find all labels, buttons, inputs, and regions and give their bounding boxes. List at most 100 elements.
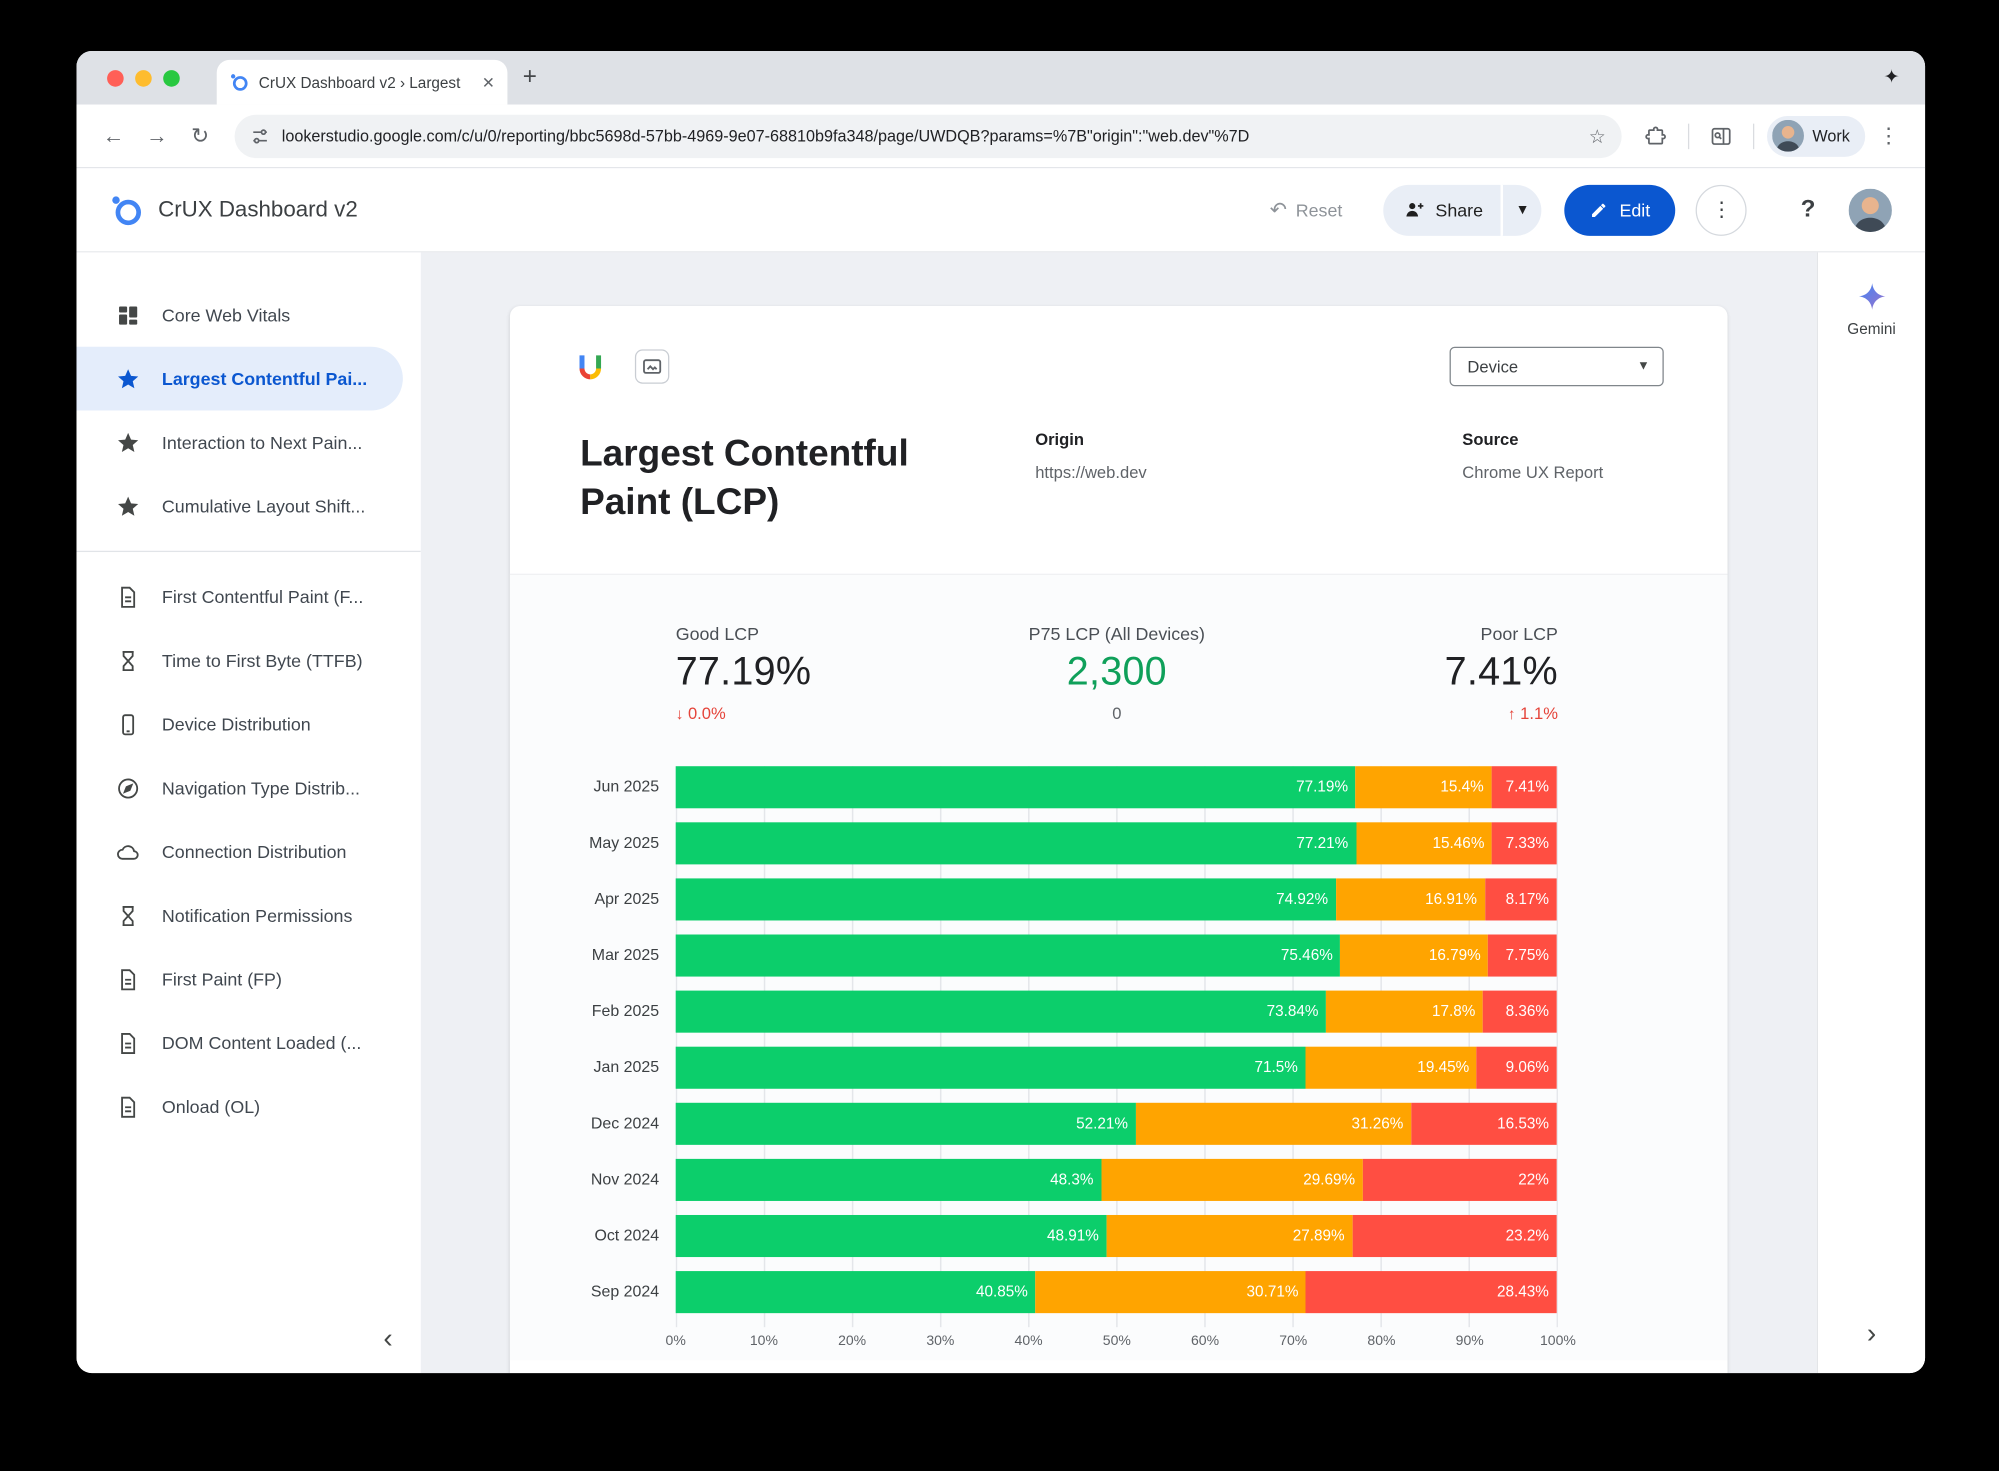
sidebar-item-cumulative-layout-shift[interactable]: Cumulative Layout Shift... — [76, 474, 420, 538]
collapse-sidebar-chevron[interactable]: ‹ — [383, 1322, 393, 1354]
bar-segment-poor[interactable]: 8.36% — [1482, 989, 1557, 1033]
y-axis-label: Sep 2024 — [590, 1281, 660, 1300]
sidebar-item-first-contentful-paint-f[interactable]: First Contentful Paint (F... — [76, 565, 420, 629]
new-tab-button[interactable]: + — [522, 63, 537, 91]
bar-segment-needs-improvement[interactable]: 19.45% — [1305, 1046, 1477, 1089]
sidebar-item-interaction-to-next-pain[interactable]: Interaction to Next Pain... — [76, 411, 420, 475]
bar-value-label: 7.75% — [1505, 946, 1549, 965]
bar-segment-good[interactable]: 77.21% — [675, 821, 1356, 865]
bar-segment-needs-improvement[interactable]: 29.69% — [1101, 1158, 1363, 1201]
chevron-down-icon: ▼ — [1637, 359, 1650, 374]
reload-button[interactable]: ↻ — [191, 123, 210, 148]
bar-segment-needs-improvement[interactable]: 16.91% — [1335, 877, 1485, 921]
scorecard-delta: 0 — [970, 703, 1264, 722]
bar-segment-poor[interactable]: 7.41% — [1491, 765, 1557, 809]
profile-label: Work — [1812, 126, 1850, 145]
delta-value: 0.0% — [687, 703, 726, 723]
device-filter-value: Device — [1467, 356, 1519, 377]
bar-segment-good[interactable]: 73.84% — [675, 989, 1327, 1033]
bar-segment-poor[interactable]: 28.43% — [1306, 1270, 1557, 1314]
site-settings-icon[interactable] — [250, 126, 270, 146]
sparkle-icon[interactable]: ✦ — [1883, 66, 1900, 88]
profile-chip[interactable]: Work — [1766, 115, 1866, 157]
bar-segment-needs-improvement[interactable]: 27.89% — [1106, 1214, 1353, 1258]
account-avatar[interactable] — [1848, 188, 1892, 232]
bar-segment-needs-improvement[interactable]: 16.79% — [1340, 933, 1489, 977]
share-dropdown-button[interactable]: ▼ — [1500, 184, 1542, 236]
bar-segment-good[interactable]: 48.91% — [675, 1214, 1107, 1258]
sidebar-item-label: Core Web Vitals — [161, 304, 291, 326]
bar-value-label: 7.41% — [1505, 778, 1549, 796]
bar-segment-poor[interactable]: 9.06% — [1476, 1046, 1557, 1089]
toolbar-divider — [1752, 123, 1754, 149]
bar-segment-good[interactable]: 71.5% — [675, 1046, 1306, 1089]
side-panel-search-icon[interactable] — [1702, 117, 1740, 155]
back-button[interactable]: ← — [102, 123, 125, 148]
bar-segment-good[interactable]: 48.3% — [675, 1158, 1102, 1201]
browser-menu-icon[interactable]: ⋮ — [1877, 123, 1900, 148]
bar-value-label: 27.89% — [1292, 1226, 1345, 1245]
scorecard-good-lcp: Good LCP 77.19% ↓ 0.0% — [676, 623, 970, 722]
gemini-panel-button[interactable]: Gemini — [1818, 280, 1925, 338]
bar-segment-needs-improvement[interactable]: 17.8% — [1326, 989, 1483, 1033]
bar-segment-good[interactable]: 75.46% — [675, 933, 1341, 977]
sidebar-item-time-to-first-byte-ttfb[interactable]: Time to First Byte (TTFB) — [76, 629, 420, 693]
bar-segment-good[interactable]: 77.19% — [675, 765, 1356, 809]
bar-value-label: 16.53% — [1497, 1114, 1549, 1133]
bar-segment-good[interactable]: 74.92% — [675, 877, 1336, 921]
doc-icon — [115, 584, 140, 609]
doc-icon — [115, 966, 140, 991]
bar-segment-needs-improvement[interactable]: 31.26% — [1135, 1102, 1412, 1145]
share-button[interactable]: Share — [1383, 184, 1501, 236]
doc-icon — [115, 1094, 140, 1119]
gemini-icon — [1858, 283, 1885, 310]
bar-segment-poor[interactable]: 7.33% — [1492, 821, 1557, 865]
extensions-icon[interactable] — [1636, 117, 1674, 155]
bar-segment-poor[interactable]: 23.2% — [1352, 1214, 1557, 1258]
bar-segment-good[interactable]: 52.21% — [675, 1102, 1136, 1145]
bar-segment-needs-improvement[interactable]: 15.46% — [1355, 821, 1493, 865]
x-axis-tick: 90% — [1455, 1332, 1484, 1349]
chart-x-axis: 0% 10% 20% 30% 40% 50% 60% 70% 80% 90% 100% — [666, 1327, 1576, 1360]
sidebar-item-core-web-vitals[interactable]: Core Web Vitals — [76, 283, 420, 347]
edit-button[interactable]: Edit — [1564, 184, 1676, 236]
bar-segment-poor[interactable]: 8.17% — [1484, 877, 1557, 921]
tab-close-icon[interactable]: ✕ — [481, 73, 495, 92]
sidebar-item-onload-ol[interactable]: Onload (OL) — [76, 1075, 420, 1139]
maximize-window-button[interactable] — [163, 70, 180, 87]
bar-segment-good[interactable]: 40.85% — [675, 1270, 1036, 1314]
address-bar[interactable]: lookerstudio.google.com/c/u/0/reporting/… — [234, 114, 1622, 158]
sidebar-item-navigation-type-distrib[interactable]: Navigation Type Distrib... — [76, 756, 420, 820]
minimize-window-button[interactable] — [135, 70, 152, 87]
sidebar-item-dom-content-loaded[interactable]: DOM Content Loaded (... — [76, 1011, 420, 1075]
more-options-button[interactable]: ⋮ — [1696, 184, 1748, 236]
bar-segment-needs-improvement[interactable]: 30.71% — [1035, 1270, 1307, 1314]
bar-segment-needs-improvement[interactable]: 15.4% — [1355, 765, 1492, 809]
sidebar-item-connection-distribution[interactable]: Connection Distribution — [76, 820, 420, 884]
sidebar-item-largest-contentful-pai[interactable]: Largest Contentful Pai... — [76, 346, 403, 411]
sidebar-item-first-paint-fp[interactable]: First Paint (FP) — [76, 947, 420, 1011]
bar-segment-poor[interactable]: 22% — [1362, 1158, 1557, 1201]
image-widget-icon[interactable] — [634, 349, 670, 384]
close-window-button[interactable] — [107, 70, 124, 87]
device-filter-dropdown[interactable]: Device ▼ — [1449, 346, 1664, 387]
help-icon[interactable]: ? — [1800, 195, 1816, 223]
bar-segment-poor[interactable]: 7.75% — [1488, 933, 1557, 977]
bar-value-label: 9.06% — [1505, 1058, 1550, 1077]
browser-tab[interactable]: CrUX Dashboard v2 › Largest ✕ — [216, 59, 508, 105]
sidebar-item-device-distribution[interactable]: Device Distribution — [76, 692, 420, 756]
bar-segment-poor[interactable]: 16.53% — [1411, 1102, 1557, 1145]
reset-button[interactable]: ↶ Reset — [1249, 184, 1362, 235]
expand-panel-chevron[interactable]: › — [1866, 1316, 1877, 1349]
bookmark-star-icon[interactable]: ☆ — [1588, 125, 1606, 148]
forward-button[interactable]: → — [145, 123, 168, 148]
source-value: Chrome UX Report — [1462, 462, 1604, 482]
bar-value-label: 19.45% — [1417, 1058, 1470, 1077]
chart-bar-row-jan-2025: 71.5% 19.45% 9.06% — [675, 1046, 1557, 1089]
x-axis-tick: 50% — [1102, 1332, 1131, 1349]
bar-value-label: 75.46% — [1280, 946, 1333, 965]
scorecard-label: Good LCP — [675, 622, 760, 644]
bar-value-label: 17.8% — [1431, 1002, 1476, 1021]
sidebar-item-notification-permissions[interactable]: Notification Permissions — [76, 884, 420, 948]
sidebar-item-label: Connection Distribution — [161, 841, 347, 862]
